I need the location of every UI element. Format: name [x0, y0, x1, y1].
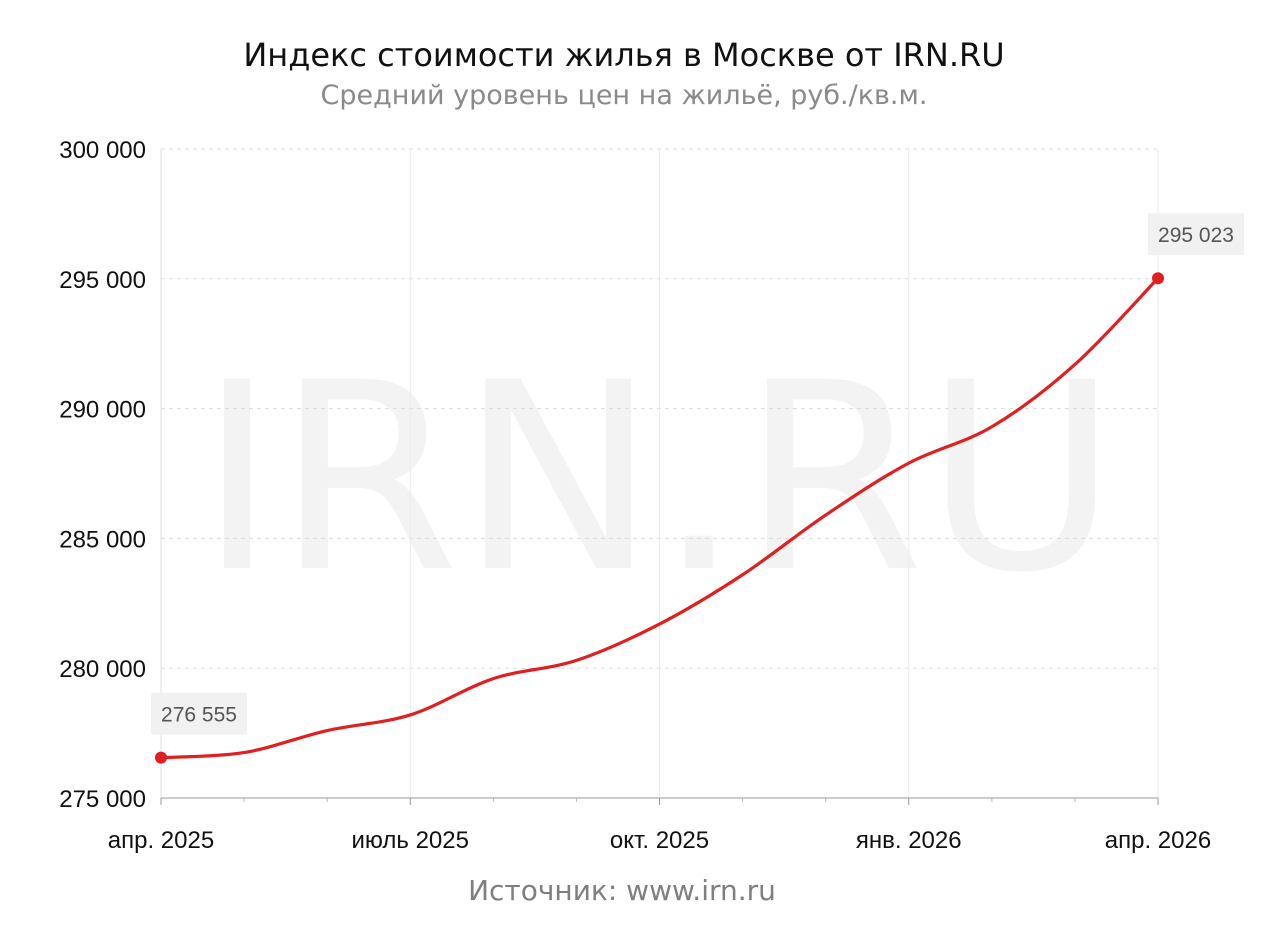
y-tick-label: 290 000	[59, 397, 146, 424]
x-tick-label: янв. 2026	[856, 827, 962, 854]
chart-subtitle: Средний уровень цен на жильё, руб./кв.м.	[320, 80, 928, 111]
data-point	[155, 751, 167, 764]
y-tick-label: 295 000	[59, 267, 146, 294]
y-tick-label: 300 000	[59, 137, 146, 164]
x-tick-label: окт. 2025	[610, 827, 709, 854]
series-line	[159, 276, 1160, 760]
axes: 300 000 295 000 290 000 285 000 280 000 275 0…	[59, 137, 1211, 854]
x-tick-label: апр. 2025	[108, 827, 214, 854]
data-label: 276 555	[161, 704, 237, 727]
x-tick-label: апр. 2026	[1105, 827, 1211, 854]
data-label: 295 023	[1158, 224, 1234, 247]
y-tick-label: 275 000	[59, 786, 146, 813]
series-layer	[155, 272, 1164, 764]
data-point	[1152, 272, 1164, 285]
data-labels: 276 555 295 023	[151, 213, 1244, 735]
source-note: Источник: www.irn.ru	[468, 874, 776, 907]
y-tick-label: 285 000	[59, 526, 146, 553]
data-label-box	[1148, 213, 1244, 256]
watermark: IRN.RU	[198, 328, 1118, 630]
x-tick-label: июль 2025	[352, 827, 469, 854]
chart-title: Индекс стоимости жилья в Москве от IRN.R…	[243, 36, 1005, 74]
y-tick-label: 280 000	[59, 656, 146, 683]
data-label-box	[151, 692, 247, 735]
